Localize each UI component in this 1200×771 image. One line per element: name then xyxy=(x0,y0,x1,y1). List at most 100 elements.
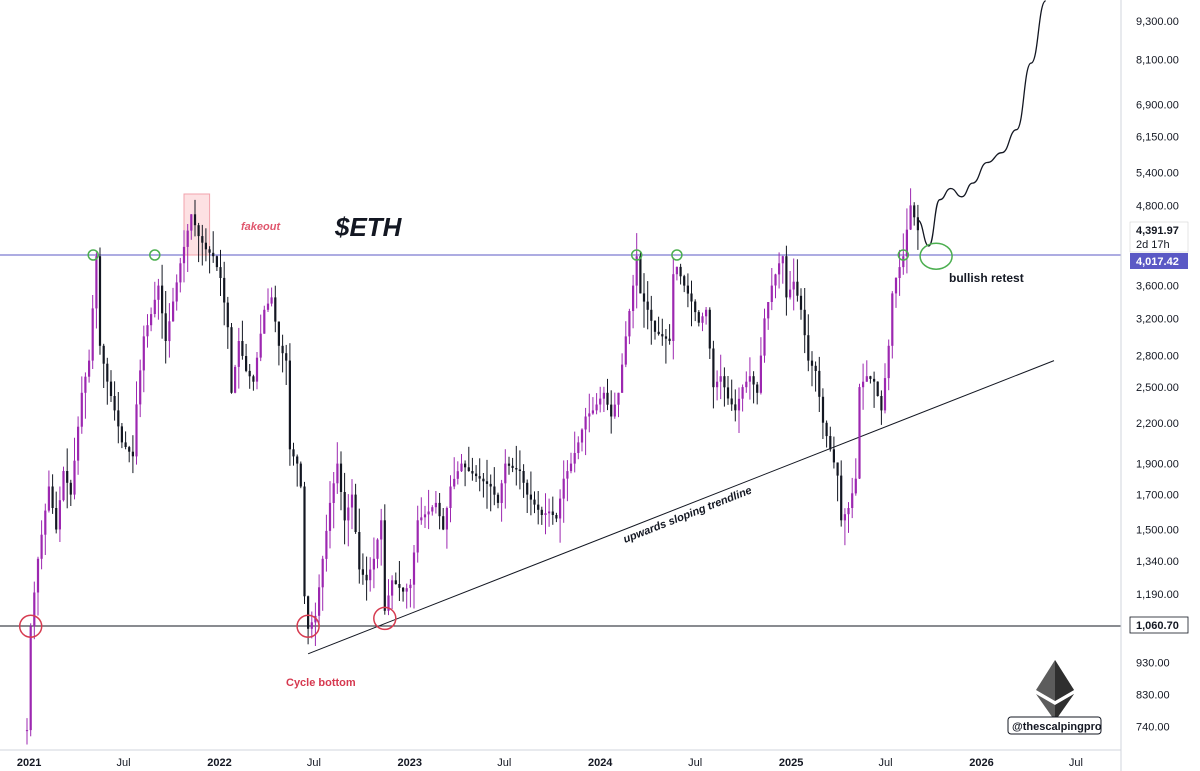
candle-body xyxy=(106,363,109,382)
candle-body xyxy=(259,333,262,358)
level-price-upper: 4,017.42 xyxy=(1136,256,1179,268)
candle-body xyxy=(296,456,299,464)
candle-body xyxy=(913,205,916,218)
candle-body xyxy=(179,263,182,283)
candle-body xyxy=(683,276,686,286)
candle-body xyxy=(113,396,116,411)
candle-body xyxy=(423,514,427,518)
candle-body xyxy=(650,309,653,321)
candle-body xyxy=(328,502,332,531)
price-tick-label: 9,300.00 xyxy=(1136,16,1179,28)
candle-body xyxy=(621,364,624,393)
candle-body xyxy=(858,387,861,479)
candle-body xyxy=(482,478,485,482)
candle-body xyxy=(752,376,755,385)
candle-body xyxy=(40,534,43,559)
candle-body xyxy=(398,584,401,588)
candle-body xyxy=(288,360,291,450)
price-tick-label: 1,340.00 xyxy=(1136,556,1179,568)
time-tick-label: Jul xyxy=(116,757,130,769)
candle-body xyxy=(234,366,237,393)
candle-body xyxy=(825,422,828,437)
candle-body xyxy=(193,214,197,226)
candle-body xyxy=(84,376,87,393)
candle-body xyxy=(350,494,354,508)
candle-body xyxy=(843,514,846,521)
price-tick-label: 2,200.00 xyxy=(1136,418,1179,430)
level-price-tag-upper: 4,017.42 xyxy=(1130,253,1188,269)
candle-body xyxy=(343,492,346,521)
candle-body xyxy=(223,277,226,303)
candle-body xyxy=(818,370,821,397)
candle-body xyxy=(548,511,551,514)
candle-body xyxy=(409,584,412,589)
time-tick-label: Jul xyxy=(307,757,321,769)
candle-body xyxy=(190,214,193,231)
candle-body xyxy=(478,476,481,479)
candle-body xyxy=(402,587,405,592)
candle-body xyxy=(610,404,613,417)
candle-body xyxy=(310,622,313,629)
ethereum-logo-icon xyxy=(1036,660,1074,721)
candle-body xyxy=(657,331,660,335)
candle-body xyxy=(135,404,138,457)
candle-body xyxy=(201,236,204,243)
candle-body xyxy=(559,498,562,519)
candle-body xyxy=(533,499,536,505)
candle-body xyxy=(321,558,324,588)
candle-body xyxy=(146,325,149,337)
candle-body xyxy=(150,314,153,326)
candle-body xyxy=(697,312,700,323)
candle-body xyxy=(544,513,547,515)
candle-body xyxy=(80,392,83,427)
time-axis: 2021 Jul 2022 Jul 2023 Jul 2024 Jul 2025 Jul 2026 J… xyxy=(0,749,1121,769)
candle-body xyxy=(624,336,627,365)
candle-body xyxy=(274,297,277,322)
candle-body xyxy=(391,580,394,596)
candle-body xyxy=(887,345,890,379)
touch-marker-green xyxy=(87,249,99,261)
candle-body xyxy=(394,580,397,585)
candle-body xyxy=(701,316,704,323)
candle-body xyxy=(29,626,32,731)
candle-body xyxy=(485,481,489,484)
price-tick-label: 3,200.00 xyxy=(1136,313,1179,325)
candle-body xyxy=(537,504,540,510)
candle-body xyxy=(387,595,390,611)
price-tick-label: 740.00 xyxy=(1136,721,1170,733)
candle-body xyxy=(208,249,211,253)
candle-body xyxy=(197,225,200,237)
candle-body xyxy=(157,285,160,300)
candle-body xyxy=(785,256,788,298)
candle-body xyxy=(705,309,708,317)
candle-body xyxy=(540,509,543,515)
candle-body xyxy=(865,376,868,382)
candle-body xyxy=(522,471,525,483)
candle-body xyxy=(255,357,259,382)
candle-body xyxy=(504,463,507,484)
touch-marker-red xyxy=(296,614,320,638)
candle-body xyxy=(281,345,284,354)
annotation-fakeout: fakeout xyxy=(241,221,281,233)
candle-body xyxy=(493,486,496,495)
candle-body xyxy=(529,494,532,500)
candle-body xyxy=(569,463,573,472)
candle-body xyxy=(778,263,781,275)
candle-body xyxy=(511,465,514,468)
candle-body xyxy=(58,500,61,530)
candle-body xyxy=(584,416,587,430)
time-tick-label: 2024 xyxy=(588,757,613,769)
candle-body xyxy=(380,520,383,540)
candle-body xyxy=(883,378,887,411)
candle-body xyxy=(829,436,832,450)
bar-countdown: 2d 17h xyxy=(1136,239,1170,251)
price-tick-label: 2,800.00 xyxy=(1136,351,1179,363)
candle-body xyxy=(708,309,711,349)
candle-body xyxy=(836,462,839,476)
candle-body xyxy=(245,356,248,371)
watermark-handle: @thescalpingpro xyxy=(1012,721,1102,733)
candle-body xyxy=(252,376,255,382)
candle-body xyxy=(763,318,766,356)
candle-body xyxy=(716,381,719,388)
candle-body xyxy=(606,392,609,405)
